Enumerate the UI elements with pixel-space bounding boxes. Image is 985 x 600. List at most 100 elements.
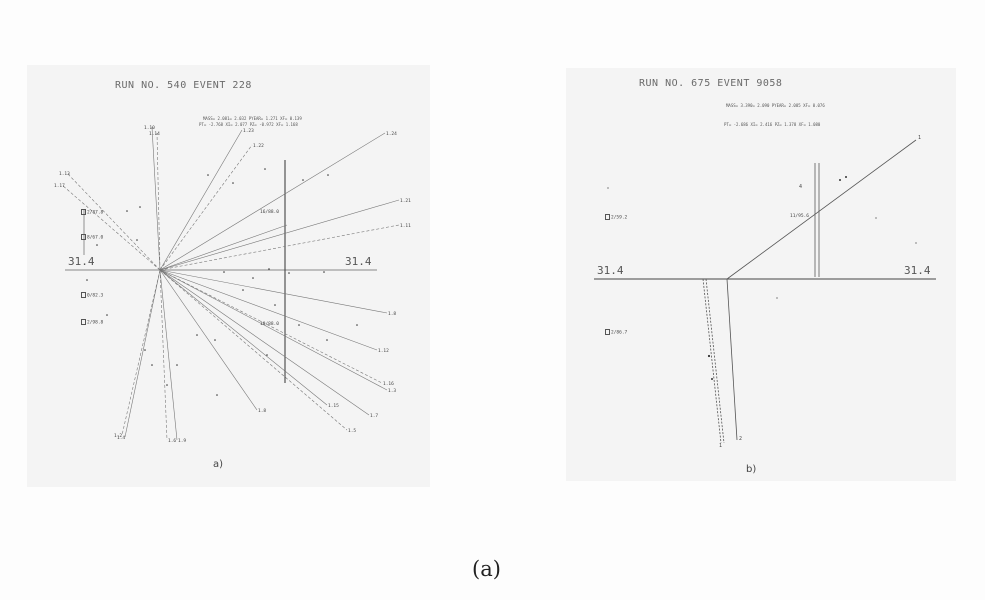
track-line bbox=[159, 269, 388, 314]
track-label: 4 bbox=[799, 184, 802, 190]
hit bbox=[223, 271, 225, 273]
panel-a-hits bbox=[86, 168, 358, 396]
track-label: 1 bbox=[719, 443, 722, 449]
track-line bbox=[159, 269, 168, 441]
hit bbox=[216, 394, 218, 396]
hit bbox=[327, 174, 329, 176]
track-line bbox=[159, 224, 288, 271]
track-line bbox=[159, 269, 383, 384]
track-line bbox=[151, 126, 161, 271]
panel-a-header-line2: PT= -2.768 XI= 2.077 PZ= -0.972 XF= 1.16… bbox=[199, 122, 298, 127]
hit bbox=[875, 217, 877, 219]
hit bbox=[126, 210, 128, 212]
panel-a-track-labels: 1.24 1.21 1.11 1.8 1.12 1.161.3 1.7 1.5 1.15 1.8 1… bbox=[54, 125, 411, 444]
track-2 bbox=[726, 278, 738, 441]
track-label: 1.22 bbox=[253, 143, 264, 149]
figure-caption: (a) bbox=[472, 557, 501, 581]
hit bbox=[96, 244, 98, 246]
panel-a-axis-right-label: 31.4 bbox=[345, 255, 372, 268]
panel-a-axis-left-label: 31.4 bbox=[68, 255, 95, 268]
track-label: 1.15 bbox=[328, 403, 339, 409]
track-label: 1.2 bbox=[114, 433, 122, 439]
track-line bbox=[159, 269, 178, 441]
track-label: 1.8 bbox=[388, 311, 396, 317]
hit bbox=[151, 364, 153, 366]
hit bbox=[711, 378, 713, 380]
box-label-1: 2/59.2 bbox=[605, 214, 627, 221]
track-line bbox=[159, 269, 388, 391]
track-line bbox=[159, 269, 370, 416]
panel-b-title: RUN NO. 675 EVENT 9058 bbox=[639, 78, 783, 89]
track-line bbox=[159, 269, 328, 406]
hit bbox=[302, 179, 304, 181]
track-label: 1.8 bbox=[258, 408, 266, 414]
track-label: 1.21 bbox=[400, 198, 411, 204]
track-label: 1.3 bbox=[388, 388, 396, 394]
hit bbox=[266, 354, 268, 356]
track-line bbox=[159, 129, 243, 271]
panel-a-track-lines bbox=[61, 126, 400, 441]
track-label: 1.16 bbox=[383, 381, 394, 387]
hit bbox=[915, 242, 917, 244]
hit bbox=[607, 187, 609, 189]
track-label: 1.12 bbox=[378, 348, 389, 354]
panel-b-label: b) bbox=[746, 464, 757, 475]
hit bbox=[176, 364, 178, 366]
track-line bbox=[159, 269, 258, 411]
track-line bbox=[66, 172, 161, 271]
event-display-panel-b: RUN NO. 675 EVENT 9058 MASS= 3.390= 2.09… bbox=[566, 68, 956, 481]
hit bbox=[196, 334, 198, 336]
box-label-3: 0/82.3 bbox=[81, 292, 103, 299]
panel-b-header-line1: MASS= 3.390= 2.090 PYEAR= 2.085 XF= 0.07… bbox=[726, 103, 825, 108]
hit bbox=[326, 339, 328, 341]
track-line bbox=[159, 269, 348, 431]
panel-b-tracks: 1 2 1 4 bbox=[594, 135, 936, 449]
hit bbox=[268, 268, 270, 270]
hit bbox=[242, 289, 244, 291]
box-label-3: 2/86.7 bbox=[605, 329, 627, 336]
hit bbox=[264, 168, 266, 170]
hit bbox=[232, 182, 234, 184]
track-label: 1.24 bbox=[386, 131, 397, 137]
track-line bbox=[121, 269, 161, 436]
hit bbox=[139, 206, 141, 208]
box-icon bbox=[605, 329, 610, 335]
panel-b-axis-left-label: 31.4 bbox=[597, 264, 624, 277]
track-label: 1.13 bbox=[59, 171, 70, 177]
track-label: 1.4 bbox=[117, 435, 125, 441]
track-line bbox=[159, 144, 253, 271]
track-line bbox=[159, 224, 400, 271]
track-label: 1.6 bbox=[168, 438, 176, 444]
hit bbox=[776, 297, 778, 299]
panel-a-label: a) bbox=[213, 459, 224, 470]
track-label: 1.17 bbox=[54, 183, 65, 189]
hit bbox=[323, 271, 325, 273]
hit bbox=[106, 314, 108, 316]
box-icon bbox=[81, 209, 86, 215]
track-line bbox=[61, 184, 161, 271]
panel-b-track-lines bbox=[702, 139, 917, 444]
box-label-2: 11/95.6 bbox=[790, 214, 809, 219]
box-label-1: 2/87.8 bbox=[81, 209, 103, 216]
hit bbox=[252, 277, 254, 279]
track-3 bbox=[702, 278, 722, 444]
track-line bbox=[124, 269, 161, 438]
box-label-5: 16/88.0 bbox=[260, 210, 279, 215]
track-label: 1 bbox=[918, 135, 921, 141]
box-icon bbox=[81, 319, 86, 325]
panel-a-header-line1: MASS= 2.081= 2.032 PYEAR= 1.271 XF= 0.13… bbox=[203, 116, 302, 121]
hit bbox=[214, 339, 216, 341]
box-icon bbox=[81, 234, 86, 240]
hit bbox=[144, 349, 146, 351]
hit bbox=[136, 239, 138, 241]
box-label-4: 2/98.8 bbox=[81, 319, 103, 326]
box-label-6: 10/88.0 bbox=[260, 322, 279, 327]
panel-b-header-line2: PT= -2.686 XI= 2.416 PZ= 1.378 XF= 1.080 bbox=[724, 122, 821, 127]
track-line bbox=[159, 132, 386, 271]
track-label: 1.9 bbox=[178, 438, 186, 444]
track-label: 1.14 bbox=[149, 131, 160, 137]
hit bbox=[356, 324, 358, 326]
track-1 bbox=[726, 139, 917, 280]
track-label: 1.5 bbox=[348, 428, 356, 434]
box-icon bbox=[605, 214, 610, 220]
